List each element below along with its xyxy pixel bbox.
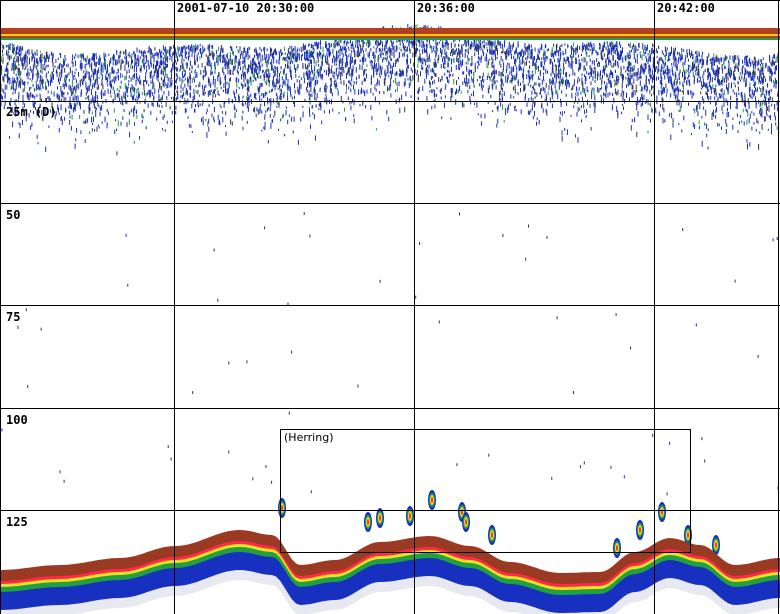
herring-region-box — [280, 429, 691, 553]
time-label-1: 2001-07-10 20:30:00 — [177, 1, 315, 15]
depth-label-25: 25m (D) — [6, 105, 57, 119]
surface-band — [0, 28, 780, 39]
surface-band-edge — [0, 38, 780, 40]
depth-label-125: 125 — [6, 515, 28, 529]
time-label-3: 20:42:00 — [657, 1, 715, 15]
surface-band-highlight — [0, 34, 780, 36]
depth-label-75: 75 — [6, 310, 21, 324]
echo-scatter-layer — [0, 24, 779, 558]
depth-label-100: 100 — [6, 413, 28, 427]
time-label-2: 20:36:00 — [417, 1, 475, 15]
herring-region-label: (Herring) — [284, 431, 334, 444]
seabed-echo — [0, 530, 780, 614]
depth-label-50: 50 — [6, 208, 21, 222]
